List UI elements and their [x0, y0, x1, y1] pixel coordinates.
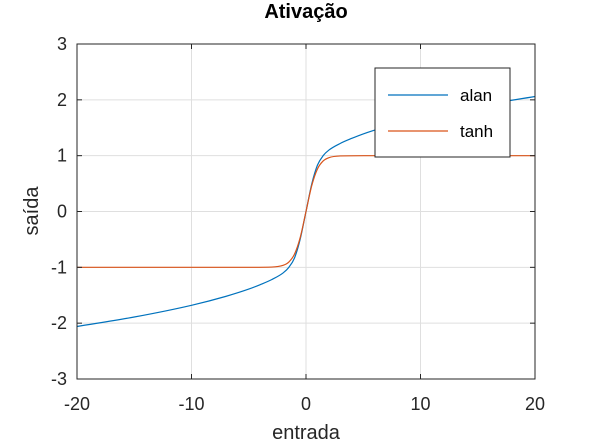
y-tick-label: 0: [57, 202, 67, 222]
chart-title: Ativação: [264, 1, 347, 23]
legend-box: [374, 67, 511, 158]
y-axis-label: saída: [21, 186, 43, 236]
series-lines: [76, 95, 536, 328]
y-tick-label: -1: [51, 257, 67, 277]
x-tick-label: -10: [178, 394, 204, 414]
series-line-tanh: [76, 155, 535, 268]
legend-label-alan: alan: [460, 86, 492, 105]
x-axis-label: entrada: [272, 422, 341, 439]
y-tick-label: 1: [57, 146, 67, 166]
x-tick-label: 10: [410, 394, 430, 414]
x-tick-label: 20: [525, 394, 545, 414]
x-tick-label: 0: [301, 394, 311, 414]
y-tick-label: -3: [51, 369, 67, 389]
legend: alan tanh: [374, 67, 511, 158]
y-tick-label: -2: [51, 313, 67, 333]
x-tick-label: -20: [64, 394, 90, 414]
y-tick-label: 3: [57, 34, 67, 54]
y-tick-label: 2: [57, 90, 67, 110]
legend-label-tanh: tanh: [460, 122, 493, 141]
